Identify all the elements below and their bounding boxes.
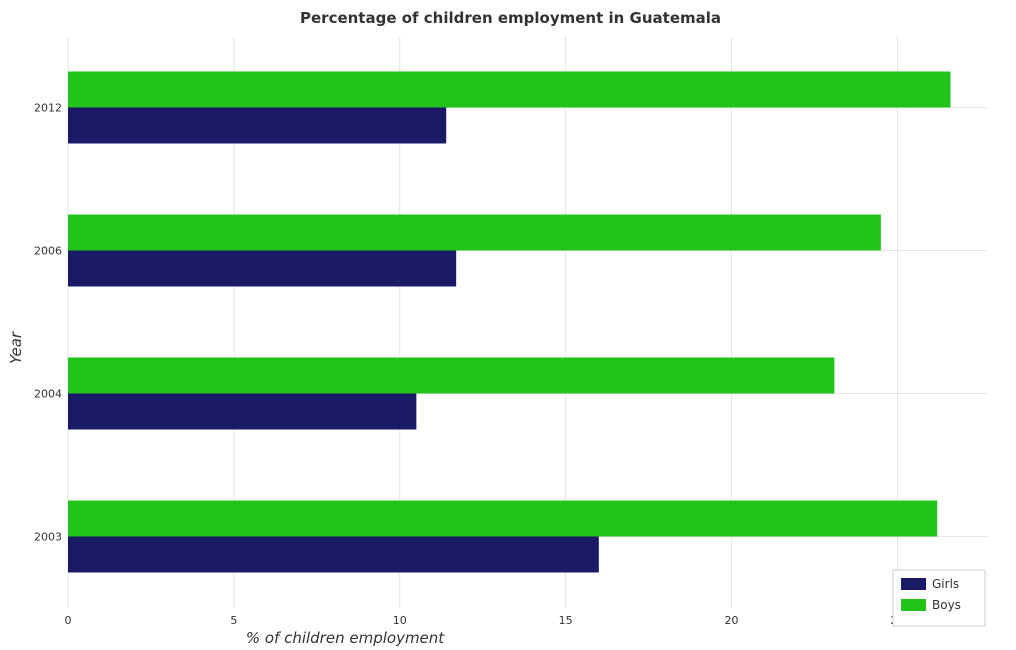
- chart-title: Percentage of children employment in Gua…: [300, 9, 721, 27]
- bar-boys-2004: [68, 357, 835, 394]
- bar-boys-2012: [68, 71, 951, 108]
- bar-boys-2006: [68, 214, 881, 251]
- bar-boys-2003: [68, 500, 938, 537]
- bar-girls-2012: [68, 107, 447, 144]
- legend: Girls Boys: [892, 569, 986, 627]
- legend-label-girls: Girls: [932, 577, 959, 591]
- bar-girls-2006: [68, 250, 457, 287]
- bar-girls-2004: [68, 393, 417, 430]
- x-tick-label: 10: [393, 614, 407, 627]
- x-axis-label: % of children employment: [246, 629, 445, 647]
- x-tick-label: 0: [65, 614, 72, 627]
- y-tick-label: 2003: [34, 531, 62, 544]
- y-axis-label: Year: [7, 331, 25, 364]
- y-tick-label: 2012: [34, 102, 62, 115]
- x-tick-label: 5: [230, 614, 237, 627]
- x-tick-label: 15: [559, 614, 573, 627]
- y-tick-labels: 2003 2004 2006 2012: [34, 102, 62, 544]
- legend-swatch-boys: [901, 599, 926, 611]
- bar-girls-2003: [68, 536, 599, 573]
- y-tick-label: 2006: [34, 245, 62, 258]
- x-tick-labels: 0510152025: [65, 614, 905, 627]
- bars: [68, 71, 951, 573]
- y-tick-label: 2004: [34, 388, 62, 401]
- x-tick-label: 20: [725, 614, 739, 627]
- legend-swatch-girls: [901, 578, 926, 590]
- legend-label-boys: Boys: [932, 598, 961, 612]
